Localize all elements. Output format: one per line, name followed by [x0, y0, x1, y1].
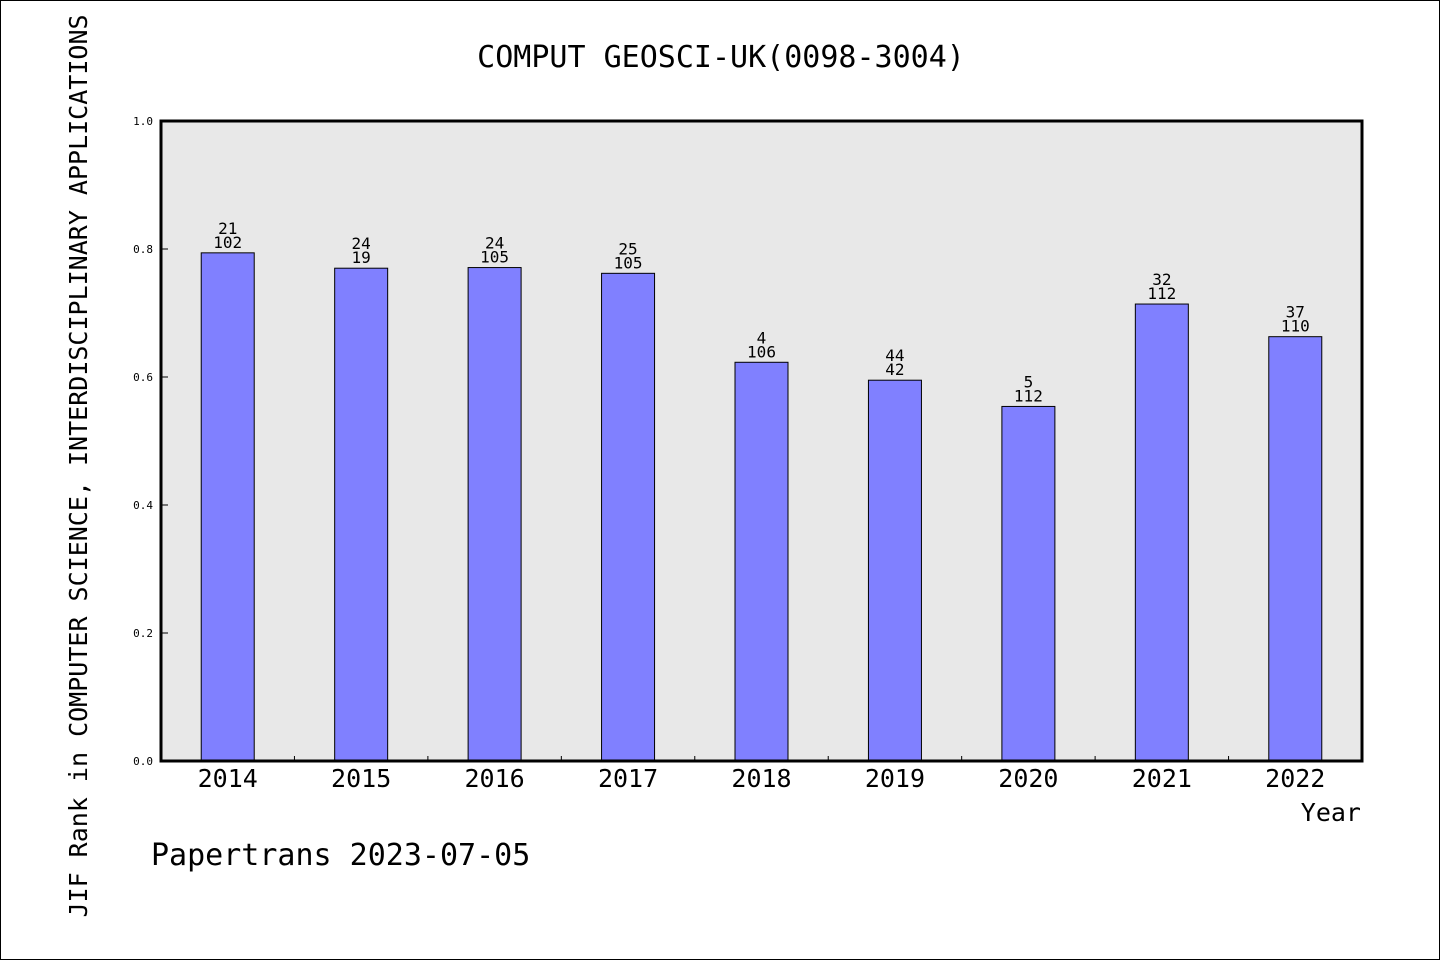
x-tick-label: 2018: [731, 764, 791, 793]
bar-2020: [1001, 405, 1056, 762]
data-label-total: 112: [1147, 284, 1176, 303]
x-tick-label: 2022: [1265, 764, 1325, 793]
y-tick-label: 0.8: [133, 243, 153, 256]
x-axis-label: Year: [1301, 798, 1361, 827]
data-label-total: 106: [747, 342, 776, 361]
data-label-rank: 25: [618, 239, 637, 258]
data-label-total: 102: [213, 233, 242, 252]
data-label-total: 112: [1014, 386, 1043, 405]
data-label-total: 105: [614, 253, 643, 272]
x-tick-label: 2020: [998, 764, 1058, 793]
bar-2015: [334, 267, 389, 762]
y-tick-label: 0.6: [133, 371, 153, 384]
bar-2017: [601, 272, 656, 762]
data-label-rank: 5: [1024, 372, 1034, 391]
bar-2019: [867, 379, 922, 762]
data-label-rank: 21: [218, 219, 237, 238]
x-tick-label: 2021: [1132, 764, 1192, 793]
x-tick-label: 2019: [865, 764, 925, 793]
bar-2014: [200, 252, 255, 762]
y-axis-label: JIF Rank in COMPUTER SCIENCE, INTERDISCI…: [64, 14, 93, 917]
bars-layer: [200, 252, 1323, 762]
y-tick-label: 1.0: [133, 115, 153, 128]
data-label-rank: 24: [352, 234, 371, 253]
data-label-rank: 37: [1286, 303, 1305, 322]
data-label-rank: 24: [485, 234, 504, 253]
bar-2018: [734, 361, 789, 762]
x-tick-label: 2017: [598, 764, 658, 793]
y-tick-label: 0.4: [133, 499, 153, 512]
data-label-total: 105: [480, 248, 509, 267]
bar-2022: [1268, 336, 1323, 762]
data-label-total: 110: [1281, 317, 1310, 336]
data-label-rank: 32: [1152, 270, 1171, 289]
data-label-rank: 4: [757, 328, 767, 347]
data-label-total: 19: [352, 248, 371, 267]
y-tick-label: 0.2: [133, 627, 153, 640]
bar-2016: [467, 267, 522, 762]
chart-title: COMPUT GEOSCI-UK(0098-3004): [477, 40, 965, 75]
footer-credit: Papertrans 2023-07-05: [151, 838, 530, 873]
plot-border: [159, 119, 1364, 763]
y-tick-label: 0.0: [133, 755, 153, 768]
x-tick-label: 2014: [198, 764, 258, 793]
x-tick-label: 2015: [331, 764, 391, 793]
x-axis: 2014 2015 2016 2017 2018 2019 2020 2021 2022: [198, 756, 1325, 793]
bar-2021: [1134, 303, 1189, 762]
data-label-rank: 44: [885, 346, 904, 365]
data-label-total: 42: [885, 360, 904, 379]
x-tick-label: 2016: [465, 764, 525, 793]
